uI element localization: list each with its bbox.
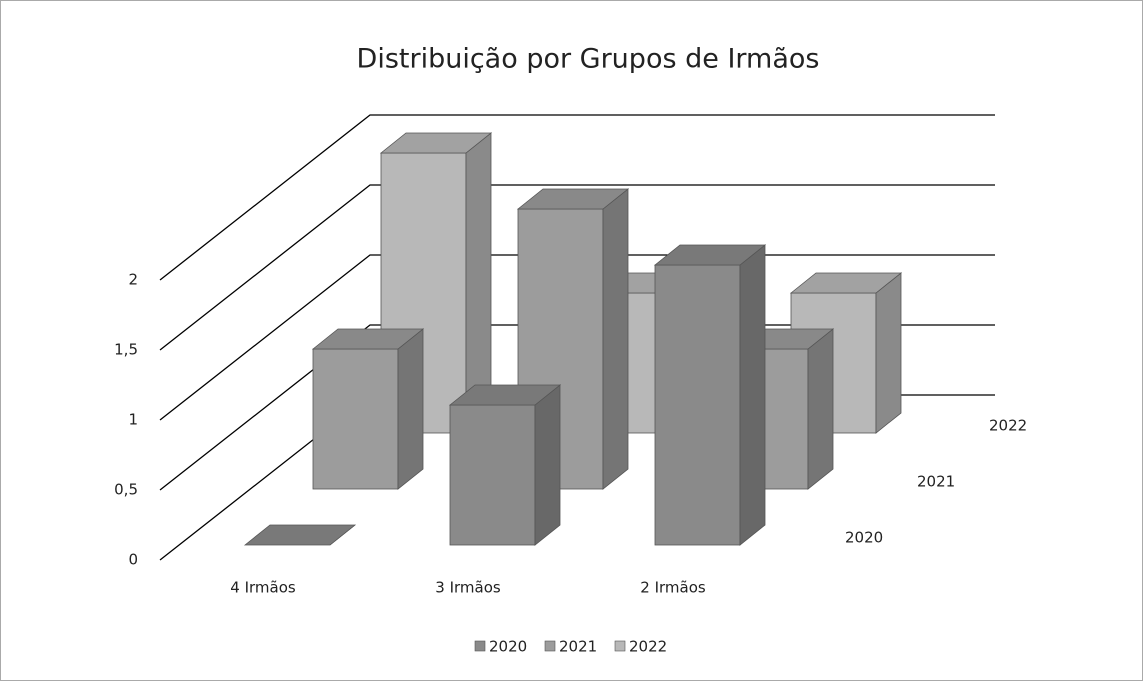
- bar-top: [789, 272, 903, 294]
- bar-side: [397, 328, 424, 490]
- bar: [243, 524, 357, 546]
- depth-tick-label: 2021: [917, 473, 955, 491]
- y-tick-label: 1,5: [114, 341, 138, 359]
- y-tick-label: 0,5: [114, 481, 138, 499]
- bar-side: [875, 272, 902, 434]
- legend-swatch: [544, 640, 556, 652]
- grid-line: [159, 184, 995, 351]
- legend-swatch: [474, 640, 486, 652]
- bar-side: [739, 244, 766, 546]
- legend-label: 2020: [489, 638, 527, 656]
- x-tick-label: 2 Irmãos: [640, 579, 706, 597]
- bar-front: [312, 348, 399, 490]
- bar-top: [448, 384, 562, 406]
- y-tick-label: 2: [128, 271, 138, 289]
- legend-label: 2022: [629, 638, 667, 656]
- bar-top: [311, 328, 425, 350]
- bar-top: [379, 132, 493, 154]
- y-tick-label: 1: [128, 411, 138, 429]
- bar-top: [653, 244, 767, 266]
- bar: [311, 328, 425, 490]
- bar: [448, 384, 562, 546]
- grid-line: [159, 114, 995, 281]
- bar-side: [807, 328, 834, 490]
- bar-top: [243, 524, 357, 546]
- x-tick-label: 4 Irmãos: [230, 579, 296, 597]
- bar: [516, 188, 630, 490]
- legend-label: 2021: [559, 638, 597, 656]
- bar-side: [602, 188, 629, 490]
- depth-tick-label: 2022: [989, 417, 1027, 435]
- chart-title: Distribuição por Grupos de Irmãos: [357, 44, 820, 75]
- grid-line: [159, 324, 995, 491]
- bar-front: [449, 404, 536, 546]
- bar-side: [534, 384, 561, 546]
- bar-front: [654, 264, 741, 546]
- y-tick-label: 0: [128, 551, 138, 569]
- bar: [653, 244, 767, 546]
- depth-tick-label: 2020: [845, 529, 883, 547]
- grid-line: [159, 254, 995, 421]
- legend-swatch: [614, 640, 626, 652]
- x-tick-label: 3 Irmãos: [435, 579, 501, 597]
- bar-top: [516, 188, 630, 210]
